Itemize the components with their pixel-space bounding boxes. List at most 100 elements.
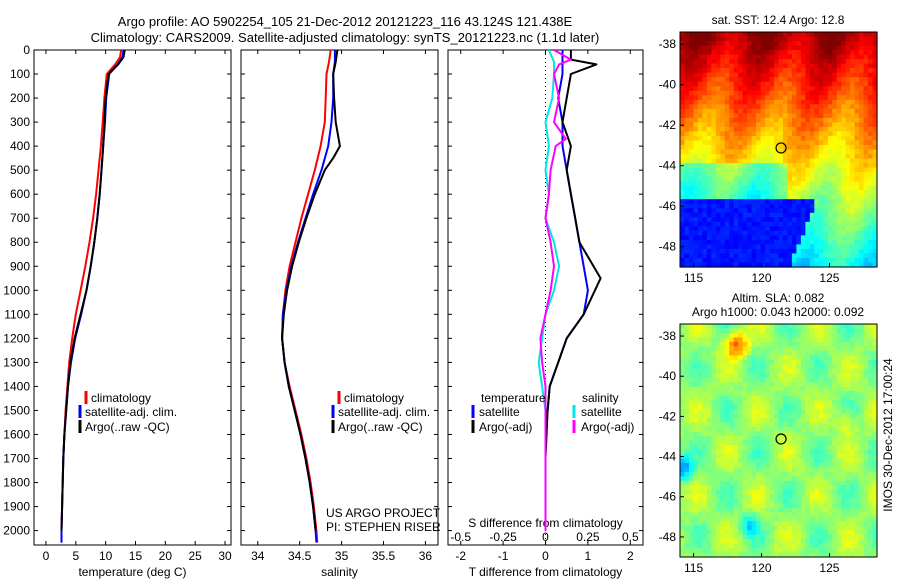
heatmap-cell <box>742 167 748 173</box>
heatmap-cell <box>850 221 856 227</box>
heatmap-cell <box>796 140 802 146</box>
heatmap-cell <box>859 135 865 142</box>
heatmap-cell <box>756 346 762 352</box>
heatmap-cell <box>827 239 833 245</box>
heatmap-cell <box>827 489 833 495</box>
heatmap-cell <box>836 328 842 334</box>
heatmap-cell <box>805 221 811 227</box>
heatmap-cell <box>702 444 708 451</box>
heatmap-cell <box>715 113 721 119</box>
heatmap-cell <box>765 36 771 42</box>
heatmap-cell <box>818 63 824 69</box>
heatmap-cell <box>760 77 766 83</box>
heatmap-cell <box>805 163 811 169</box>
heatmap-cell <box>697 494 703 500</box>
heatmap-cell <box>796 253 802 259</box>
heatmap-cell <box>738 68 744 74</box>
heatmap-cell <box>791 217 798 223</box>
heatmap-cell <box>747 77 753 83</box>
heatmap-cell <box>706 208 712 214</box>
heatmap-cell <box>702 212 708 218</box>
heatmap-cell <box>697 181 703 187</box>
heatmap-cell <box>868 480 874 486</box>
heatmap-cell <box>765 440 771 446</box>
heatmap-cell <box>693 449 699 455</box>
heatmap-cell <box>850 485 856 491</box>
heatmap-cell <box>845 172 851 178</box>
heatmap-cell <box>805 154 811 160</box>
heatmap-cell <box>706 449 712 455</box>
heatmap-cell <box>796 503 802 509</box>
heatmap-cell <box>729 480 735 486</box>
heatmap-cell <box>859 217 865 223</box>
heatmap-cell <box>836 181 842 187</box>
heatmap-cell <box>760 440 766 446</box>
legend-label-s-argo: Argo(-adj) <box>581 420 634 434</box>
heatmap-cell <box>751 539 757 545</box>
heatmap-cell <box>697 324 703 330</box>
heatmap-cell <box>729 262 735 268</box>
heatmap-cell <box>872 262 878 268</box>
heatmap-cell <box>747 382 753 388</box>
heatmap-cell <box>760 444 766 451</box>
heatmap-cell <box>818 530 824 536</box>
heatmap-cell <box>787 350 793 356</box>
heatmap-cell <box>733 458 739 464</box>
heatmap-cell <box>724 436 730 442</box>
heatmap-cell <box>706 190 712 196</box>
heatmap-cell <box>711 194 717 200</box>
heatmap-cell <box>742 172 748 178</box>
heatmap-cell <box>818 476 824 482</box>
heatmap-cell <box>854 458 860 464</box>
heatmap-cell <box>715 72 721 78</box>
heatmap-cell <box>693 350 699 356</box>
heatmap-cell <box>693 190 699 196</box>
heatmap-cell <box>827 516 833 522</box>
heatmap-cell <box>738 395 744 401</box>
heatmap-cell <box>706 382 712 388</box>
heatmap-cell <box>724 217 730 223</box>
heatmap-cell <box>715 476 721 482</box>
heatmap-cell <box>787 413 793 419</box>
heatmap-cell <box>711 512 717 518</box>
heatmap-cell <box>841 176 847 182</box>
heatmap-cell <box>841 418 847 424</box>
heatmap-cell <box>751 534 757 540</box>
heatmap-cell <box>774 113 780 119</box>
heatmap-cell <box>680 391 686 397</box>
heatmap-cell <box>747 368 753 374</box>
heatmap-cell <box>756 239 762 245</box>
heatmap-cell <box>774 32 780 38</box>
heatmap-cell <box>765 63 771 69</box>
heatmap-cell <box>832 41 838 47</box>
heatmap-cell <box>729 355 735 361</box>
heatmap-cell <box>720 181 726 187</box>
heatmap-cell <box>720 154 726 160</box>
heatmap-cell <box>742 436 748 442</box>
heatmap-cell <box>693 368 699 374</box>
heatmap-cell <box>805 444 811 451</box>
salinity-legend: climatology satellite-adj. clim. Argo(..… <box>326 391 441 534</box>
heatmap-cell <box>697 332 703 339</box>
heatmap-cell <box>702 63 708 69</box>
heatmap-cell <box>729 458 735 464</box>
heatmap-cell <box>868 413 874 419</box>
heatmap-cell <box>800 131 806 137</box>
heatmap-cell <box>688 530 695 536</box>
heatmap-cell <box>836 81 842 87</box>
heatmap-cell <box>863 199 869 205</box>
heatmap-cell <box>863 104 869 110</box>
heatmap-cell <box>747 548 753 554</box>
heatmap-cell <box>706 81 712 87</box>
heatmap-cell <box>832 117 838 123</box>
heatmap-cell <box>809 81 815 87</box>
heatmap-cell <box>765 230 771 236</box>
heatmap-cell <box>760 364 766 370</box>
heatmap-cell <box>809 41 815 47</box>
heatmap-cell <box>760 498 766 504</box>
heatmap-cell <box>859 104 865 110</box>
heatmap-cell <box>805 208 811 214</box>
heatmap-cell <box>751 431 757 437</box>
heatmap-cell <box>805 181 811 187</box>
heatmap-cell <box>818 108 824 114</box>
